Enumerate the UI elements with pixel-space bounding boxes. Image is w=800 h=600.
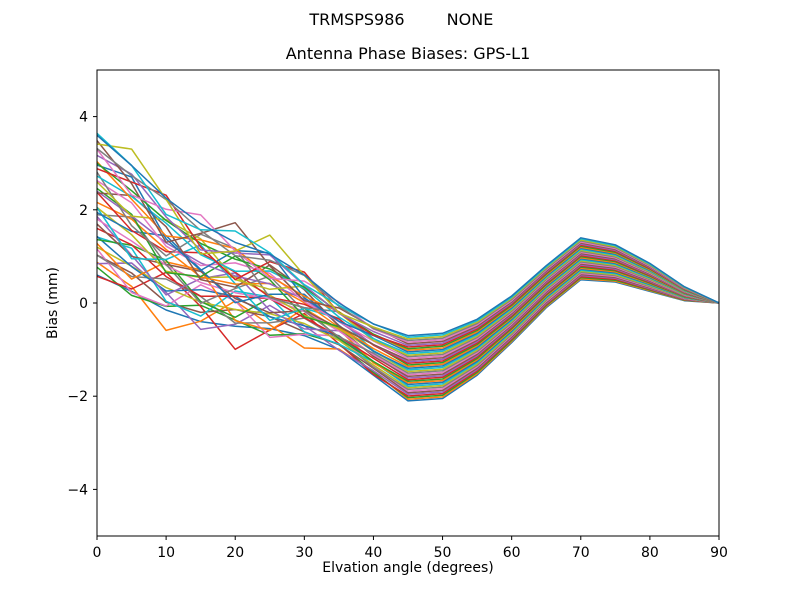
bias-curve <box>97 168 719 348</box>
x-tick-label: 0 <box>93 545 102 561</box>
x-tick-label: 90 <box>710 545 728 561</box>
y-tick-label: −2 <box>67 389 88 405</box>
y-tick-label: −4 <box>67 482 88 498</box>
bias-curve <box>97 266 719 399</box>
bias-curve <box>97 235 719 386</box>
bias-curve <box>97 190 719 363</box>
bias-curve <box>97 248 719 392</box>
bias-curve <box>97 254 719 394</box>
y-axis-label: Bias (mm) <box>45 267 61 339</box>
bias-curves-group <box>97 132 719 402</box>
bias-curve <box>97 238 719 383</box>
x-tick-label: 80 <box>641 545 659 561</box>
y-tick-label: 4 <box>79 110 88 126</box>
bias-curve <box>97 227 719 381</box>
bias-curve <box>97 134 719 337</box>
bias-curve <box>97 154 719 347</box>
bias-curve <box>97 236 719 387</box>
bias-curve <box>97 261 719 400</box>
bias-curve <box>97 143 719 340</box>
bias-curve <box>97 214 719 374</box>
bias-curve <box>97 207 719 371</box>
bias-curve <box>97 164 719 353</box>
suptitle-radome: NONE <box>447 10 494 29</box>
x-axis-label: Elvation angle (degrees) <box>322 560 493 576</box>
bias-curve <box>97 175 719 355</box>
x-tick-label: 50 <box>434 545 452 561</box>
bias-curve <box>97 132 719 339</box>
x-tick-label: 60 <box>503 545 521 561</box>
y-tick-label: 2 <box>79 203 88 219</box>
bias-curve <box>97 179 719 360</box>
axes-box <box>96 69 720 537</box>
x-tick-label: 20 <box>226 545 244 561</box>
bias-curve <box>97 148 719 343</box>
bias-curve <box>97 187 719 366</box>
x-tick-label: 30 <box>295 545 313 561</box>
bias-curve <box>97 192 719 361</box>
axes-title: Antenna Phase Biases: GPS-L1 <box>286 44 531 63</box>
x-tick-label: 10 <box>157 545 175 561</box>
y-tick-label: 0 <box>79 296 88 312</box>
bias-curve <box>97 223 719 378</box>
x-tick-label: 70 <box>572 545 590 561</box>
suptitle-station: TRMSPS986 <box>308 10 404 29</box>
bias-curve <box>97 181 719 356</box>
bias-curve <box>97 262 719 396</box>
x-tick-label: 40 <box>365 545 383 561</box>
bias-curve <box>97 218 719 376</box>
bias-curve <box>97 161 719 352</box>
bias-curve <box>97 271 719 397</box>
bias-curve <box>97 162 719 350</box>
bias-curve <box>97 140 719 345</box>
bias-curve <box>97 171 719 358</box>
tick-group: 0 10 20 30 40 50 60 70 80 90 −4 −2 0 2 4 <box>67 110 728 561</box>
